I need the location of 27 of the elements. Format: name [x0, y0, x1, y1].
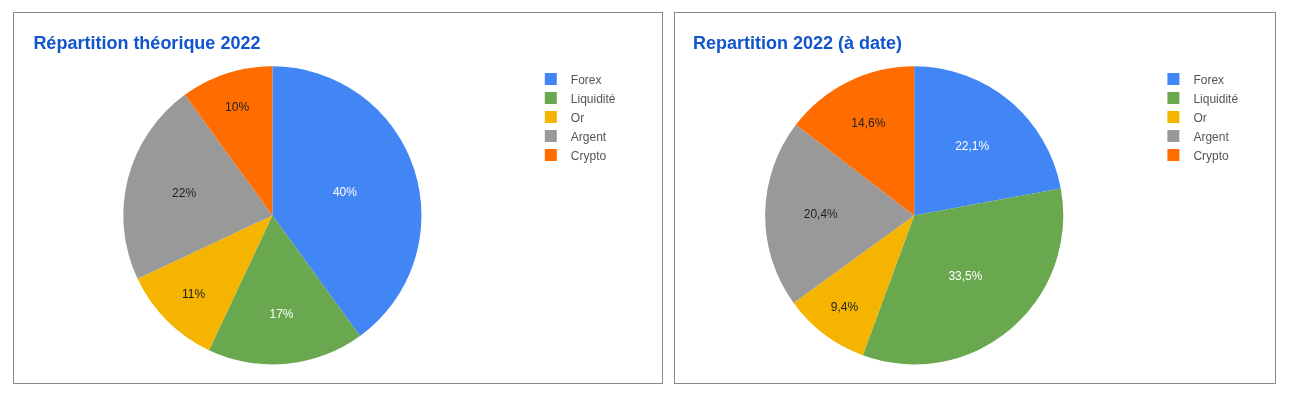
data-label: 33,5%: [948, 269, 983, 284]
pie-slice: [272, 66, 422, 336]
pie-slice: [208, 215, 360, 365]
pie-slice: [123, 94, 273, 279]
legend-label: Argent: [1193, 129, 1230, 144]
pie-slice: [914, 66, 1061, 216]
legend-label: Or: [570, 110, 585, 125]
legend-label: Liquidité: [570, 91, 616, 106]
data-label: 22,1%: [955, 138, 990, 153]
legend-label: Crypto: [1193, 148, 1230, 163]
data-label: 22%: [172, 185, 197, 200]
data-label: 17%: [269, 306, 294, 321]
data-label: 11%: [181, 287, 206, 302]
data-label: 40%: [332, 184, 358, 199]
legend-label: Forex: [1193, 72, 1225, 87]
legend-label: Or: [1193, 110, 1207, 125]
legend-label: Forex: [570, 72, 602, 87]
data-label: 10%: [225, 100, 250, 115]
chart-title: Répartition théorique 2022: [33, 32, 261, 53]
chart-title: Repartition 2022 (à date): [692, 32, 902, 53]
legend-label: Crypto: [570, 148, 607, 163]
data-label: 9,4%: [830, 300, 859, 315]
data-label: 14,6%: [851, 115, 886, 130]
pie-slice: [862, 188, 1063, 365]
legend-label: Argent: [570, 129, 607, 144]
legend-label: Liquidité: [1193, 91, 1239, 106]
data-label: 20,4%: [803, 207, 839, 222]
